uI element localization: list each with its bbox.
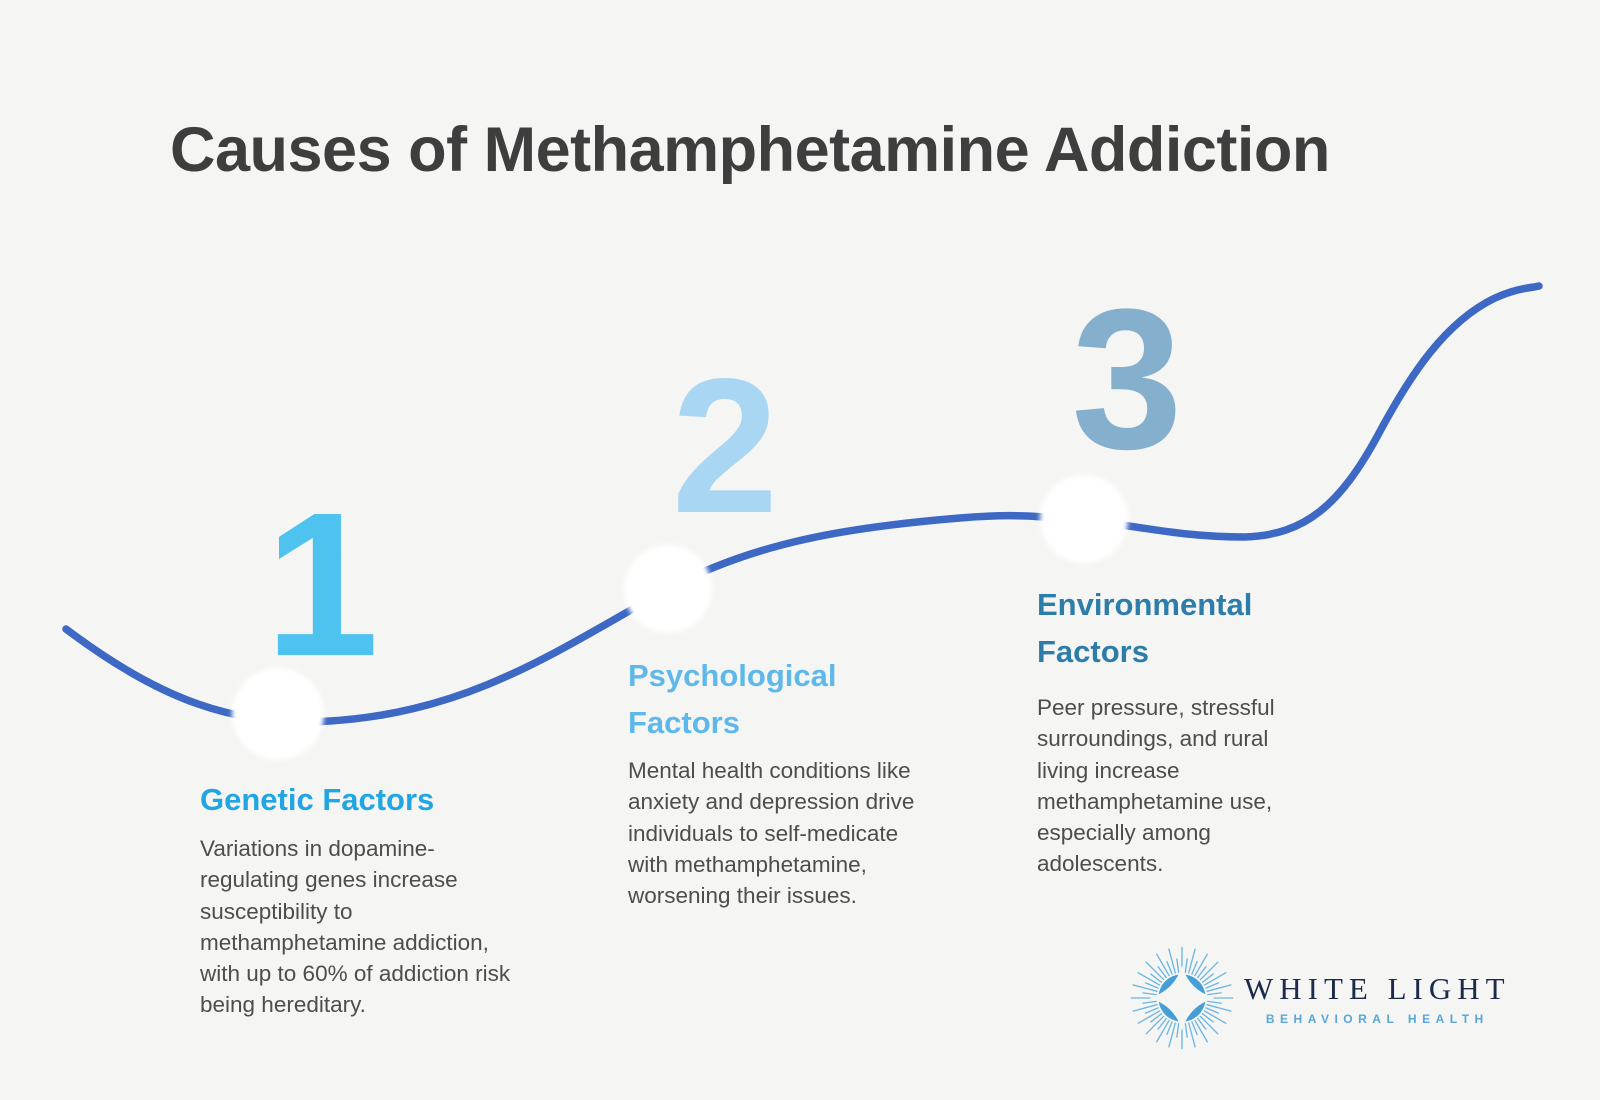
step-2-heading: Psychological Factors (628, 658, 837, 740)
brand-logo-text: WHITE LIGHT BEHAVIORAL HEALTH (1244, 970, 1511, 1025)
step-3-heading: Environmental Factors (1037, 587, 1253, 669)
step-2-description: Mental health conditions like anxiety an… (628, 758, 915, 909)
brand-logo: WHITE LIGHT BEHAVIORAL HEALTH (1128, 944, 1511, 1052)
step-node-1 (232, 668, 324, 760)
step-2-number: 2 (671, 338, 779, 553)
journey-curve (62, 282, 1543, 726)
page-title: Causes of Methamphetamine Addiction (170, 115, 1330, 185)
step-3-number: 3 (1071, 268, 1183, 491)
step-1-description: Variations in dopamine-regulating genes … (200, 836, 511, 1018)
step-3-description: Peer pressure, stressful surroundings, a… (1037, 695, 1275, 877)
step-1-heading: Genetic Factors (200, 782, 435, 817)
brand-subtitle: BEHAVIORAL HEALTH (1265, 1011, 1489, 1026)
starburst-icon (1130, 946, 1234, 1050)
step-node-2 (624, 545, 712, 633)
step-1-number: 1 (264, 470, 379, 699)
brand-name: WHITE LIGHT (1244, 971, 1511, 1007)
step-node-3 (1040, 475, 1128, 563)
